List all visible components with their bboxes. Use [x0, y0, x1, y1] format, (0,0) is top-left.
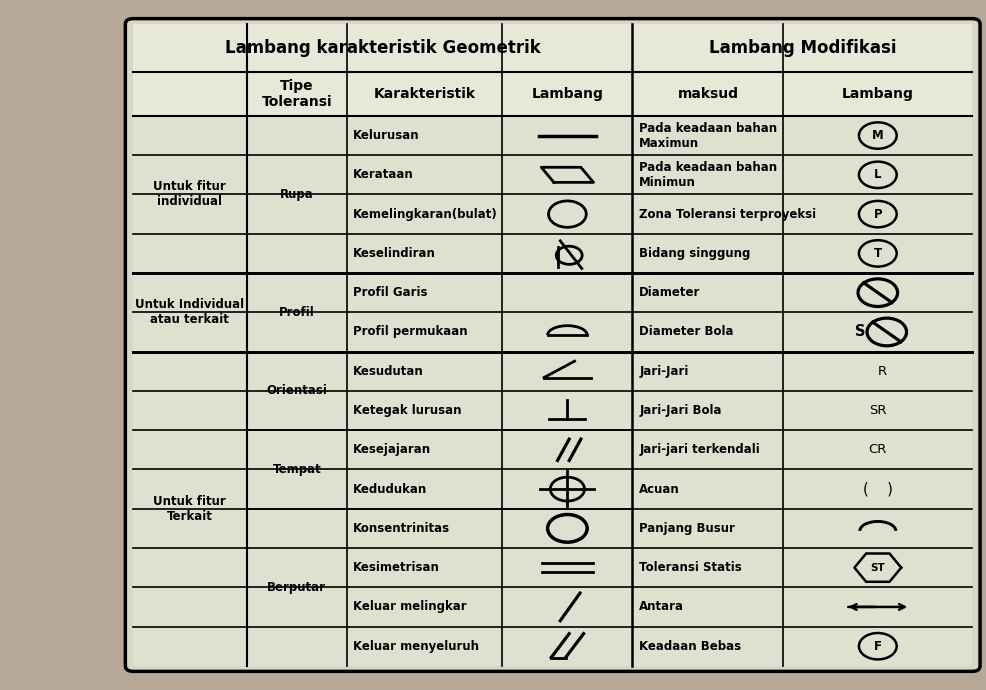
Text: L: L: [874, 168, 880, 181]
Text: Acuan: Acuan: [639, 482, 679, 495]
Text: Profil permukaan: Profil permukaan: [353, 326, 467, 339]
Text: Tipe
Toleransi: Tipe Toleransi: [261, 79, 332, 109]
Text: Kedudukan: Kedudukan: [353, 482, 427, 495]
Text: M: M: [871, 129, 882, 142]
Text: Kesudutan: Kesudutan: [353, 365, 423, 377]
Text: Kerataan: Kerataan: [353, 168, 413, 181]
Text: Lambang: Lambang: [530, 87, 602, 101]
Bar: [133, 155, 971, 195]
Bar: [133, 469, 971, 509]
Text: SR: SR: [869, 404, 885, 417]
Bar: [133, 391, 971, 430]
Bar: [133, 116, 971, 155]
Bar: [133, 195, 971, 234]
Bar: [133, 509, 971, 548]
Text: Keluar menyeluruh: Keluar menyeluruh: [353, 640, 478, 653]
Text: Keadaan Bebas: Keadaan Bebas: [639, 640, 740, 653]
Bar: [133, 72, 971, 116]
Bar: [133, 313, 971, 352]
Text: Profil: Profil: [279, 306, 315, 319]
Bar: [133, 430, 971, 469]
Text: Antara: Antara: [639, 600, 683, 613]
Text: Keselindiran: Keselindiran: [353, 247, 436, 260]
Bar: [133, 273, 971, 313]
Text: Karakteristik: Karakteristik: [374, 87, 475, 101]
Text: Diameter: Diameter: [639, 286, 700, 299]
Text: R: R: [877, 365, 886, 377]
Text: Pada keadaan bahan
Minimun: Pada keadaan bahan Minimun: [639, 161, 777, 189]
Bar: [133, 587, 971, 627]
Text: Rupa: Rupa: [280, 188, 314, 201]
Text: Panjang Busur: Panjang Busur: [639, 522, 735, 535]
Text: Lambang Modifikasi: Lambang Modifikasi: [708, 39, 895, 57]
Text: Untuk fitur
individual: Untuk fitur individual: [154, 181, 226, 208]
Text: Kelurusan: Kelurusan: [353, 129, 419, 142]
Text: Toleransi Statis: Toleransi Statis: [639, 561, 741, 574]
Text: Pada keadaan bahan
Maximun: Pada keadaan bahan Maximun: [639, 121, 777, 150]
Text: CR: CR: [868, 443, 886, 456]
Text: (    ): ( ): [862, 482, 892, 497]
Bar: [133, 548, 971, 587]
Bar: [133, 352, 971, 391]
Text: Lambang karakteristik Geometrik: Lambang karakteristik Geometrik: [225, 39, 540, 57]
Text: Konsentrinitas: Konsentrinitas: [353, 522, 450, 535]
Text: Berputar: Berputar: [267, 581, 326, 594]
Text: Keluar melingkar: Keluar melingkar: [353, 600, 466, 613]
Bar: [632, 24, 971, 72]
Text: T: T: [873, 247, 880, 260]
Text: Kesejajaran: Kesejajaran: [353, 443, 431, 456]
Text: S: S: [854, 324, 864, 339]
FancyBboxPatch shape: [125, 19, 979, 671]
Text: F: F: [873, 640, 880, 653]
Text: Bidang singgung: Bidang singgung: [639, 247, 750, 260]
Text: Jari-jari terkendali: Jari-jari terkendali: [639, 443, 759, 456]
Text: Zona Toleransi terproyeksi: Zona Toleransi terproyeksi: [639, 208, 815, 221]
Text: Ketegak lurusan: Ketegak lurusan: [353, 404, 461, 417]
Text: Tempat: Tempat: [272, 463, 320, 476]
Text: maksud: maksud: [676, 87, 738, 101]
Text: Lambang: Lambang: [841, 87, 913, 101]
Text: P: P: [873, 208, 881, 221]
Bar: [133, 24, 632, 72]
Text: Jari-Jari: Jari-Jari: [639, 365, 688, 377]
Bar: [133, 234, 971, 273]
Bar: [133, 627, 971, 666]
Text: Diameter Bola: Diameter Bola: [639, 326, 733, 339]
Text: Untuk Individual
atau terkait: Untuk Individual atau terkait: [135, 298, 245, 326]
Text: Kesimetrisan: Kesimetrisan: [353, 561, 440, 574]
Text: Profil Garis: Profil Garis: [353, 286, 427, 299]
Text: Orientasi: Orientasi: [266, 384, 327, 397]
Text: Jari-Jari Bola: Jari-Jari Bola: [639, 404, 721, 417]
Text: Untuk fitur
Terkait: Untuk fitur Terkait: [154, 495, 226, 523]
Text: Kemelingkaran(bulat): Kemelingkaran(bulat): [353, 208, 497, 221]
Text: ST: ST: [870, 562, 884, 573]
